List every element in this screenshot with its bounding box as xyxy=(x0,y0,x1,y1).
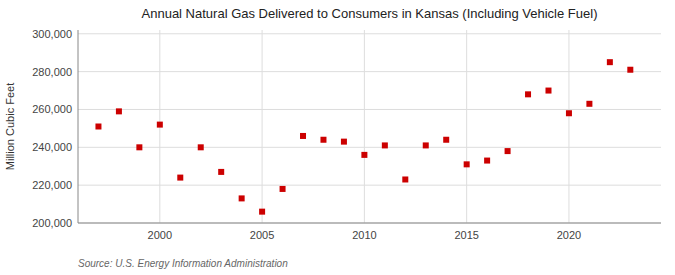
points xyxy=(95,59,633,214)
point xyxy=(361,152,367,158)
point xyxy=(382,142,388,148)
point xyxy=(239,195,245,201)
x-grid-line xyxy=(466,30,467,223)
y-axis-line xyxy=(78,30,79,223)
grid xyxy=(78,30,661,223)
x-tick-label: 2000 xyxy=(148,229,172,241)
y-grid-line xyxy=(78,109,661,110)
source-note: Source: U.S. Energy Information Administ… xyxy=(78,258,288,269)
point xyxy=(259,209,265,215)
point xyxy=(566,110,572,116)
x-tick-label: 2020 xyxy=(557,229,581,241)
y-grid-line xyxy=(78,147,661,148)
point xyxy=(136,144,142,150)
x-axis-line xyxy=(78,223,661,224)
point xyxy=(116,108,122,114)
x-grid-line xyxy=(262,30,263,223)
point xyxy=(320,137,326,143)
axes: 200,000 220,000 240,000 260,000 280,000 300,0… xyxy=(32,28,661,241)
point xyxy=(545,88,551,94)
point xyxy=(607,59,613,65)
y-tick-label: 240,000 xyxy=(32,141,72,153)
x-tick-label: 2005 xyxy=(250,229,274,241)
y-tick-label: 280,000 xyxy=(32,66,72,78)
point xyxy=(423,142,429,148)
y-tick-label: 300,000 xyxy=(32,28,72,40)
point xyxy=(218,169,224,175)
y-tick-label: 260,000 xyxy=(32,103,72,115)
point xyxy=(484,158,490,164)
point xyxy=(280,186,286,192)
point xyxy=(627,67,633,73)
point xyxy=(402,176,408,182)
y-grid-line xyxy=(78,185,661,186)
y-axis-label: Million Cubic Feet xyxy=(4,83,16,170)
y-grid-line xyxy=(78,33,661,34)
point xyxy=(464,161,470,167)
x-tick-label: 2015 xyxy=(454,229,478,241)
y-tick-label: 220,000 xyxy=(32,179,72,191)
chart-container: Annual Natural Gas Delivered to Consumer… xyxy=(0,0,675,275)
x-grid-line xyxy=(364,30,365,223)
y-grid-line xyxy=(78,223,661,224)
point xyxy=(525,91,531,97)
point xyxy=(505,148,511,154)
point xyxy=(586,101,592,107)
point xyxy=(95,124,101,130)
point xyxy=(443,137,449,143)
chart-svg: Annual Natural Gas Delivered to Consumer… xyxy=(0,0,675,275)
point xyxy=(198,144,204,150)
y-tick-label: 200,000 xyxy=(32,217,72,229)
y-grid-line xyxy=(78,71,661,72)
x-tick-label: 2010 xyxy=(352,229,376,241)
x-grid-line xyxy=(568,30,569,223)
point xyxy=(157,122,163,128)
point xyxy=(300,133,306,139)
title: Annual Natural Gas Delivered to Consumer… xyxy=(142,6,598,21)
point xyxy=(177,175,183,181)
point xyxy=(341,139,347,145)
